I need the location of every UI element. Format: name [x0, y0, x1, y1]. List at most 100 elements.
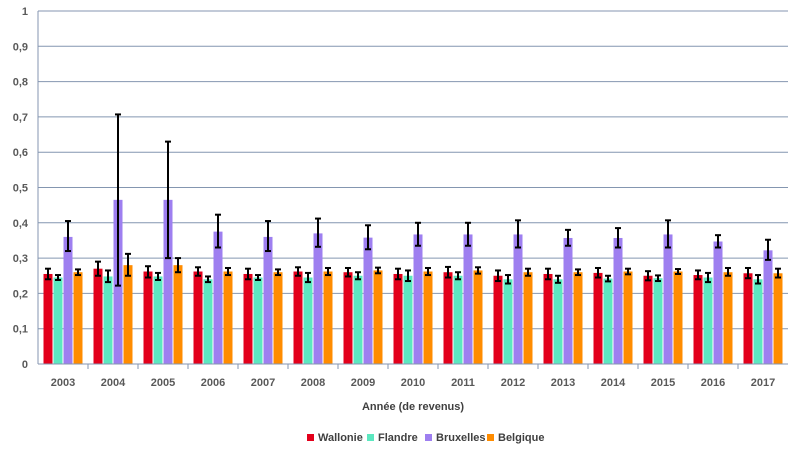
- bar: [343, 272, 353, 364]
- y-tick-label: 0,8: [13, 77, 28, 89]
- y-tick-label: 0,3: [13, 253, 28, 265]
- bar: [623, 271, 633, 364]
- x-tick-label: 2011: [451, 377, 475, 389]
- bar: [473, 270, 483, 364]
- bar: [493, 275, 503, 364]
- bar: [153, 276, 163, 364]
- bar: [263, 236, 273, 364]
- bar: [513, 234, 523, 364]
- bar: [453, 275, 463, 364]
- x-tick-label: 2017: [751, 377, 775, 389]
- bar: [323, 271, 333, 364]
- bar: [743, 273, 753, 364]
- bar: [463, 234, 473, 364]
- x-tick-label: 2007: [251, 377, 275, 389]
- bar: [293, 271, 303, 364]
- x-tick-label: 2009: [351, 377, 375, 389]
- y-tick-label: 0,2: [13, 288, 28, 300]
- legend-swatch: [425, 434, 432, 441]
- y-tick-label: 0,1: [13, 324, 28, 336]
- bar: [603, 278, 613, 364]
- legend-label: Flandre: [378, 432, 418, 444]
- x-tick-label: 2004: [101, 377, 126, 389]
- legend: Wallonie Flandre Bruxelles Belgique: [307, 432, 544, 444]
- legend-swatch: [307, 434, 314, 441]
- bar: [413, 234, 423, 364]
- gridlines: [38, 10, 788, 330]
- legend-label: Belgique: [498, 432, 544, 444]
- bar: [253, 277, 263, 364]
- bar: [693, 275, 703, 364]
- bar: [393, 273, 403, 364]
- bar: [503, 279, 513, 364]
- x-tick-label: 2013: [551, 377, 575, 389]
- bar: [613, 237, 623, 364]
- x-tick-label: 2008: [301, 377, 325, 389]
- bar: [163, 199, 173, 364]
- x-tick-label: 2014: [601, 377, 626, 389]
- bar: [273, 272, 283, 364]
- bar: [703, 277, 713, 364]
- bar: [523, 272, 533, 364]
- y-tick-label: 0,9: [13, 41, 28, 53]
- bar: [363, 237, 373, 364]
- x-tick-label: 2005: [151, 377, 175, 389]
- y-tick-label: 0,4: [13, 218, 29, 230]
- x-axis-title: Année (de revenus): [362, 401, 464, 413]
- bar: [593, 272, 603, 364]
- bar: [403, 275, 413, 364]
- bar: [173, 265, 183, 364]
- bar: [203, 279, 213, 364]
- bar: [573, 272, 583, 364]
- x-tick-label: 2003: [51, 377, 75, 389]
- bar: [73, 272, 83, 364]
- bar: [553, 279, 563, 364]
- bar: [193, 271, 203, 364]
- error-bars: [45, 113, 781, 287]
- bar: [443, 272, 453, 364]
- y-tick-label: 0,7: [13, 112, 28, 124]
- x-tick-label: 2006: [201, 377, 225, 389]
- x-tick-label: 2015: [651, 377, 675, 389]
- y-tick-label: 0,6: [13, 147, 28, 159]
- legend-swatch: [487, 434, 494, 441]
- x-tick-label: 2012: [501, 377, 525, 389]
- axes: 0 0,1 0,2 0,3 0,4 0,5 0,6 0,7 0,8 0,9 1 2003 2004 200…: [13, 6, 788, 389]
- bar: [723, 272, 733, 364]
- bar: [673, 271, 683, 364]
- bar: [143, 271, 153, 364]
- x-tick-label: 2016: [701, 377, 725, 389]
- bar: [423, 271, 433, 364]
- x-tick-label: 2010: [401, 377, 425, 389]
- bar: [563, 237, 573, 364]
- y-tick-label: 0,5: [13, 183, 28, 195]
- bars: [43, 199, 783, 364]
- bar: [313, 233, 323, 364]
- bar: [123, 265, 133, 364]
- legend-label: Bruxelles: [436, 432, 486, 444]
- bar: [763, 250, 773, 364]
- bar: [543, 273, 553, 364]
- bar: [713, 241, 723, 364]
- legend-label: Wallonie: [318, 432, 363, 444]
- bar: [243, 273, 253, 364]
- bar: [303, 277, 313, 364]
- bar: [93, 268, 103, 364]
- bar: [773, 273, 783, 364]
- bar: [373, 270, 383, 364]
- bar: [643, 275, 653, 364]
- bar: [53, 277, 63, 364]
- bar: [663, 234, 673, 364]
- legend-swatch: [367, 434, 374, 441]
- bar: [103, 276, 113, 364]
- bar: [353, 275, 363, 364]
- bar: [223, 271, 233, 364]
- bar: [43, 273, 53, 364]
- bar: [63, 236, 73, 364]
- bar: [213, 231, 223, 364]
- y-tick-label: 1: [22, 6, 28, 18]
- y-tick-label: 0: [22, 359, 28, 371]
- bar: [653, 278, 663, 364]
- bar: [753, 279, 763, 364]
